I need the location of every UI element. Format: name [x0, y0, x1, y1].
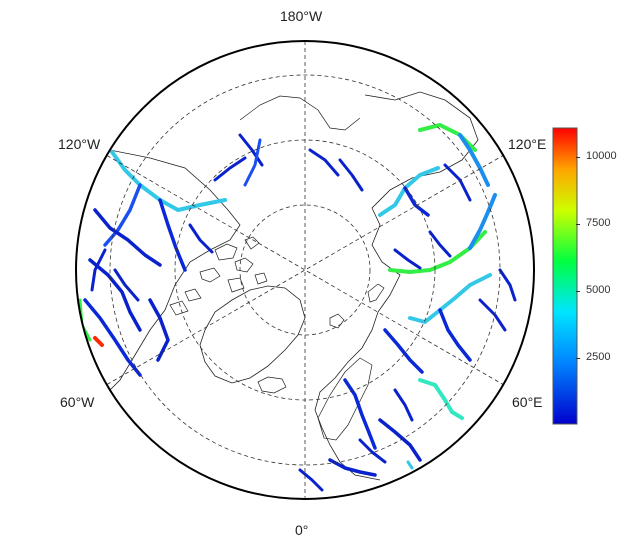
colorbar-tick-mark: [576, 358, 580, 359]
colorbar-tick-label: 7500: [586, 217, 611, 229]
longitude-label-120w: 120°W: [58, 136, 101, 152]
longitude-label-60e: 60°E: [512, 394, 543, 410]
bering-coast: [239, 95, 361, 131]
globe-background: [76, 41, 534, 499]
colorbar-tick-label: 10000: [586, 150, 617, 162]
graticule: [106, 41, 504, 499]
longitude-label-180w: 180°W: [280, 8, 323, 24]
colorbar-tick-mark: [576, 157, 580, 158]
novaya-zemlya-outline: [367, 283, 385, 303]
land-layer: [78, 41, 517, 499]
scandinavia-outline: [317, 357, 373, 441]
colorbar-tick-label: 5000: [586, 284, 611, 296]
longitude-label-0: 0°: [295, 522, 309, 538]
canadian-archipelago: [169, 236, 268, 316]
globe-border: [75, 40, 535, 500]
longitude-label-60w: 60°W: [60, 394, 95, 410]
iceland-outline: [257, 376, 287, 394]
colorbar-gradient: [552, 127, 578, 425]
colorbar-tick-mark: [576, 291, 580, 292]
colorbar-tick-mark: [576, 224, 580, 225]
colorbar-tick-label: 2500: [586, 351, 611, 363]
longitude-label-120e: 120°E: [508, 136, 547, 152]
